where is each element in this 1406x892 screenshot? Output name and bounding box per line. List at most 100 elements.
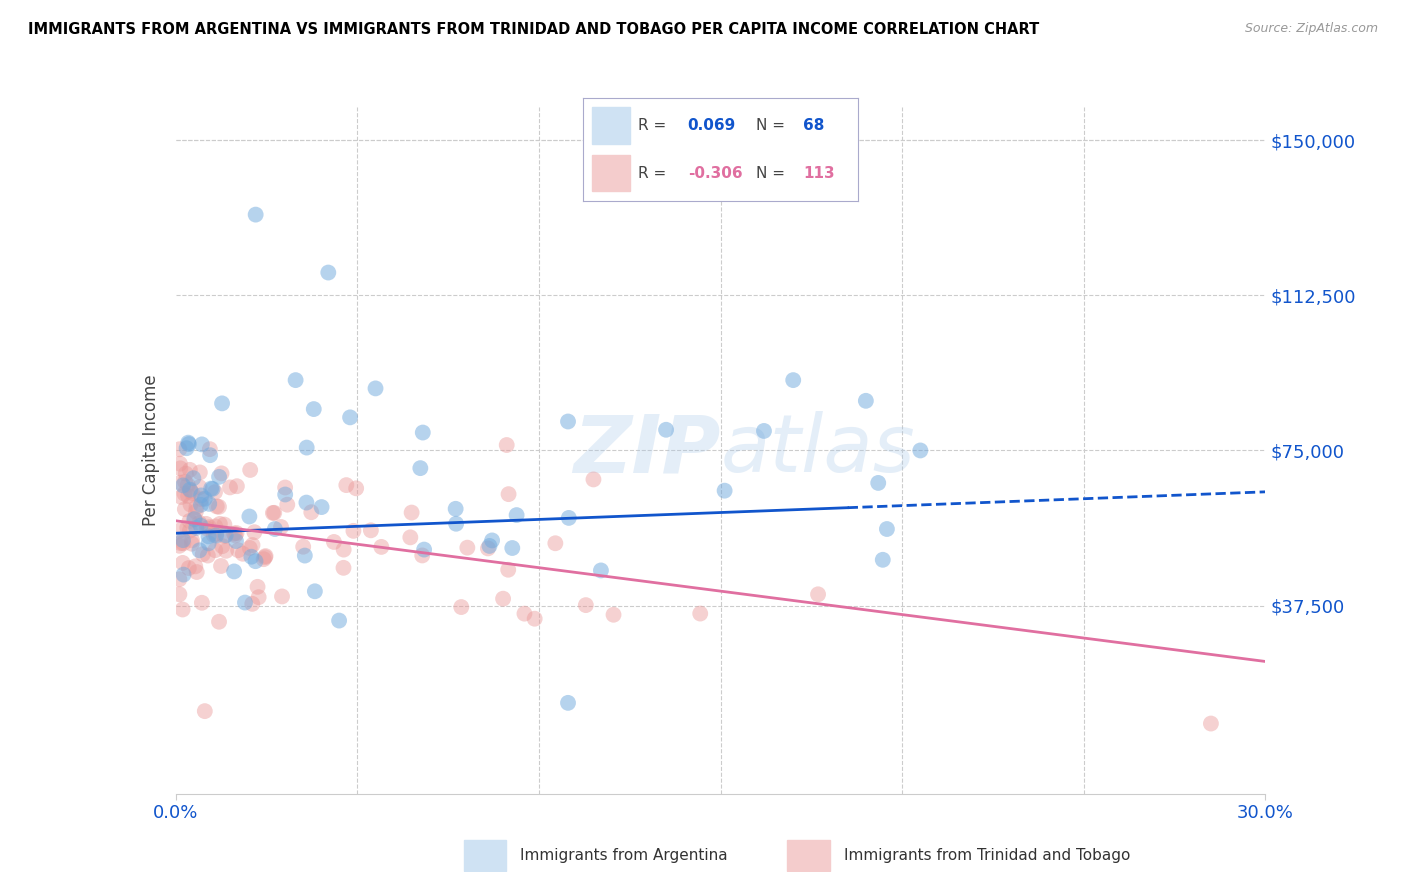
Point [208,516,231,531]
Point [177,437,200,451]
Point [495,438,517,452]
Text: Immigrants from Argentina: Immigrants from Argentina [520,848,728,863]
Point [215,543,238,558]
Point [205,526,228,541]
Text: ZIP: ZIP [574,411,721,490]
Text: N =: N = [756,166,790,180]
Point [225,526,247,541]
Point [344,481,367,495]
Point [173,486,195,500]
Text: 113: 113 [803,166,834,180]
Point [342,524,364,538]
Point [224,528,246,542]
Point [582,472,605,486]
Point [184,559,207,574]
Point [169,461,191,475]
Bar [464,840,506,871]
Point [194,704,217,718]
Point [172,556,194,570]
Point [173,502,195,516]
Point [245,554,267,568]
Point [247,590,270,604]
Point [274,487,297,501]
Point [208,470,231,484]
Point [263,506,285,520]
Point [169,539,191,553]
Point [292,540,315,554]
Point [328,614,350,628]
Point [177,435,200,450]
Point [190,518,212,533]
Point [492,591,515,606]
Point [295,495,318,509]
Point [233,596,256,610]
Point [262,506,284,520]
Point [243,525,266,540]
Point [172,533,194,548]
Point [254,549,277,563]
Point [198,442,221,457]
Point [200,482,222,496]
Point [557,696,579,710]
Point [214,529,236,543]
Text: N =: N = [756,119,790,133]
Bar [592,107,630,145]
Point [370,540,392,554]
Point [188,466,211,480]
Text: R =: R = [638,119,672,133]
Point [238,509,260,524]
Point [181,533,204,548]
Point [271,590,294,604]
Point [239,541,262,555]
Point [557,415,579,429]
Point [240,597,263,611]
Point [242,538,264,552]
Point [170,490,193,504]
Point [409,461,432,475]
Point [202,528,225,542]
Point [274,481,297,495]
Point [179,483,201,497]
Point [444,501,467,516]
Point [169,457,191,471]
Point [176,521,198,535]
Point [323,535,346,549]
Point [180,498,202,512]
Point [184,505,207,519]
Point [186,500,208,514]
Point [188,480,211,494]
Point [232,547,254,561]
Point [276,498,298,512]
Point [544,536,567,550]
Point [211,467,233,481]
Point [655,423,678,437]
Point [477,541,499,556]
Point [169,572,191,586]
Point [505,508,527,522]
Point [205,500,228,514]
Point [245,208,267,222]
Point [253,550,276,565]
Text: atlas: atlas [721,411,915,490]
Y-axis label: Per Capita Income: Per Capita Income [142,375,160,526]
Point [478,539,501,553]
Point [183,471,205,485]
Point [195,522,218,536]
Point [197,529,219,543]
Point [602,607,624,622]
Text: 68: 68 [803,119,824,133]
Point [225,534,247,549]
Point [181,486,204,500]
Point [264,522,287,536]
Point [360,524,382,538]
Point [190,498,212,512]
Point [208,615,231,629]
Point [876,522,898,536]
Point [177,478,200,492]
Point [575,598,598,612]
Point [299,505,322,519]
Point [294,549,316,563]
Point [558,511,581,525]
Point [456,541,478,555]
Point [224,565,246,579]
